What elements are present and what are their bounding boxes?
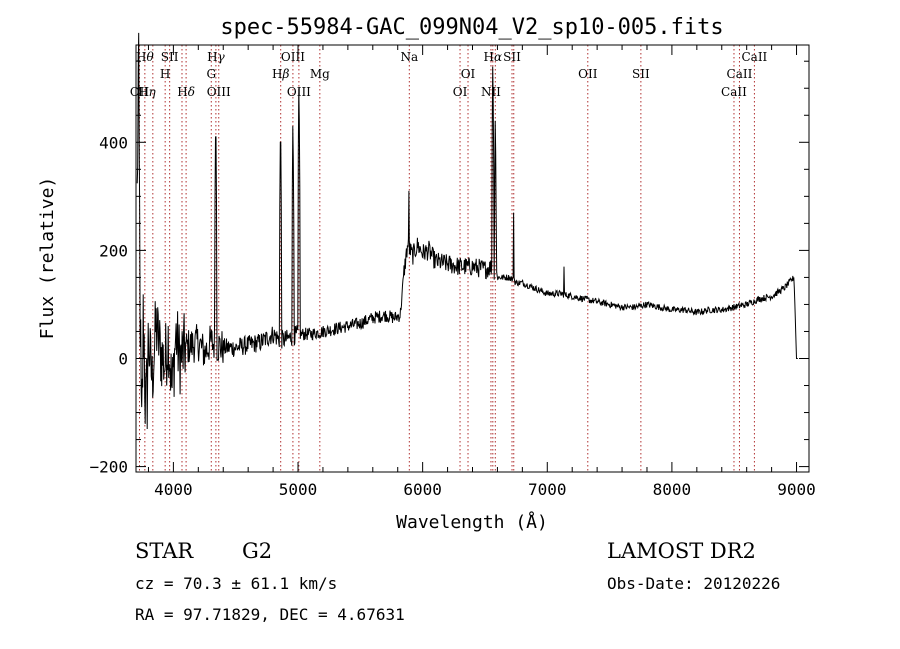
coordinates-text: RA = 97.71829, DEC = 4.67631 — [135, 605, 405, 624]
y-tick-label: 400 — [99, 133, 128, 152]
x-tick-label: 8000 — [653, 480, 692, 499]
greek-subscript: η — [148, 85, 156, 99]
x-axis-ticks: 4000 5000 6000 7000 8000 9000 — [147, 45, 816, 499]
emission-line-label: SII — [161, 50, 179, 64]
emission-line-label: CaII — [727, 67, 753, 81]
x-tick-label: 5000 — [279, 480, 318, 499]
greek-subscript: β — [281, 67, 289, 81]
greek-subscript: α — [494, 50, 502, 64]
emission-line-label: Hη — [138, 85, 156, 99]
emission-line-label: NII — [481, 85, 501, 99]
y-tick-label: −200 — [89, 458, 128, 477]
obs-date: Obs-Date: 20120226 — [607, 574, 780, 593]
emission-line-label: H — [160, 67, 170, 81]
plot-frame — [135, 44, 810, 473]
emission-line-label: Hβ — [272, 67, 289, 81]
emission-line-label: Hα — [484, 50, 503, 64]
x-tick-label: 7000 — [528, 480, 567, 499]
greek-subscript: θ — [146, 50, 154, 64]
emission-line-label: OI — [453, 85, 468, 99]
emission-line-label: Mg — [310, 67, 330, 81]
emission-line-labels: OIIHθHηHSIIHδGHγOIIIHβOIIIOIIIMgNaOIOINI… — [130, 50, 768, 99]
emission-line-label: G — [206, 67, 216, 81]
greek-subscript: γ — [218, 50, 226, 64]
emission-line-label: Hδ — [177, 85, 195, 99]
emission-line-label: SII — [632, 67, 650, 81]
survey-name: LAMOST DR2 — [607, 539, 756, 563]
spectrum-line — [136, 32, 798, 430]
emission-line-label: SII — [503, 50, 521, 64]
x-tick-label: 4000 — [154, 480, 193, 499]
emission-line-label: OII — [578, 67, 598, 81]
y-tick-label: 200 — [99, 241, 128, 260]
x-tick-label: 9000 — [777, 480, 816, 499]
y-axis-label: Flux (relative) — [37, 177, 58, 340]
emission-line-label: Na — [400, 50, 418, 64]
redshift-text: cz = 70.3 ± 61.1 km/s — [135, 574, 337, 593]
object-class: STAR — [135, 539, 194, 563]
emission-line-label: CaII — [721, 85, 747, 99]
emission-line-label: OI — [461, 67, 476, 81]
x-axis-label: Wavelength (Å) — [396, 511, 548, 533]
emission-line-label: Hγ — [207, 50, 225, 64]
object-subclass: G2 — [242, 539, 272, 563]
emission-line-label: OII — [130, 85, 150, 99]
x-tick-label: 6000 — [403, 480, 442, 499]
chart-title: spec-55984-GAC_099N04_V2_sp10-005.fits — [220, 15, 723, 40]
emission-line-label: Hθ — [136, 50, 154, 64]
emission-line-label: OIII — [207, 85, 231, 99]
greek-subscript: δ — [188, 85, 195, 99]
emission-line-label: CaII — [741, 50, 767, 64]
y-tick-label: 0 — [118, 349, 128, 368]
y-axis-ticks: −200 0 200 400 — [89, 60, 809, 477]
emission-line-label: OIII — [281, 50, 305, 64]
